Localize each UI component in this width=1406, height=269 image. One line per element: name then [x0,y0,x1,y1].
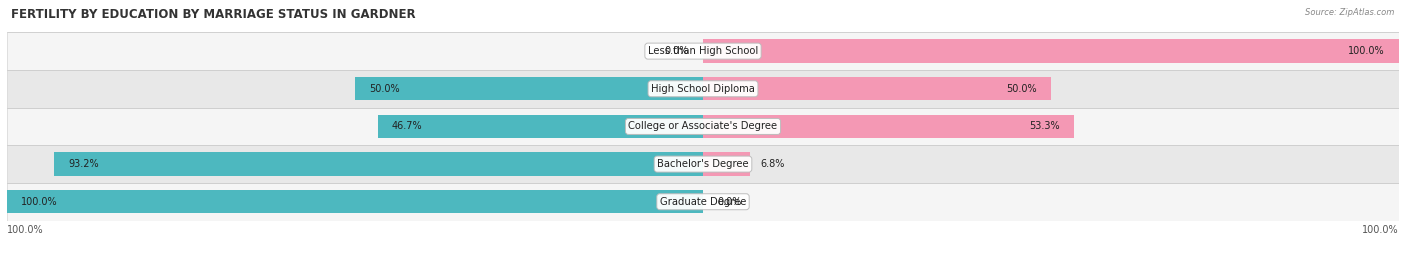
Text: 50.0%: 50.0% [368,84,399,94]
Bar [703,40,1399,63]
Text: Graduate Degree: Graduate Degree [659,197,747,207]
Bar [7,32,1399,70]
Bar [703,153,751,176]
Text: Bachelor's Degree: Bachelor's Degree [657,159,749,169]
Bar [378,115,703,138]
Text: High School Diploma: High School Diploma [651,84,755,94]
Bar [7,190,703,213]
Bar [7,145,1399,183]
Text: 0.0%: 0.0% [717,197,741,207]
Text: 100.0%: 100.0% [1362,225,1399,235]
Bar [7,108,1399,145]
Text: 93.2%: 93.2% [69,159,98,169]
Text: Source: ZipAtlas.com: Source: ZipAtlas.com [1305,8,1395,17]
Text: 100.0%: 100.0% [7,225,44,235]
Text: 50.0%: 50.0% [1007,84,1038,94]
Bar [7,70,1399,108]
Text: 53.3%: 53.3% [1029,121,1060,132]
Text: College or Associate's Degree: College or Associate's Degree [628,121,778,132]
Bar [354,77,703,100]
Text: 100.0%: 100.0% [1348,46,1385,56]
Text: 6.8%: 6.8% [761,159,785,169]
Text: Less than High School: Less than High School [648,46,758,56]
Bar [703,77,1052,100]
Text: 46.7%: 46.7% [392,121,423,132]
Bar [55,153,703,176]
Text: FERTILITY BY EDUCATION BY MARRIAGE STATUS IN GARDNER: FERTILITY BY EDUCATION BY MARRIAGE STATU… [11,8,416,21]
Bar [703,115,1074,138]
Bar [7,183,1399,221]
Text: 100.0%: 100.0% [21,197,58,207]
Text: 0.0%: 0.0% [665,46,689,56]
